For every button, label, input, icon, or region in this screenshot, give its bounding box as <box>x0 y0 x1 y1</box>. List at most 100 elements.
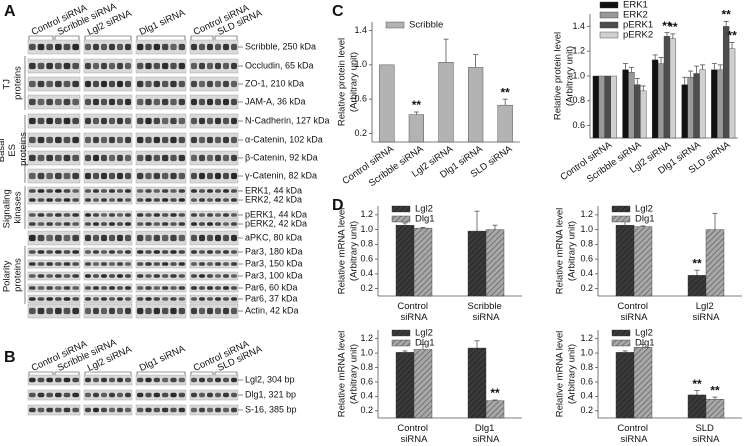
blot-band <box>125 189 131 193</box>
blot-band <box>153 198 160 202</box>
blot-background <box>27 389 81 401</box>
blot-band <box>29 274 36 278</box>
blot-band <box>101 262 107 266</box>
blot-background <box>83 247 133 257</box>
blot-band <box>215 250 221 254</box>
blot-band <box>207 43 213 51</box>
blot-band <box>145 80 152 88</box>
blot-band <box>72 250 79 254</box>
blot-band <box>101 286 107 290</box>
blot-band <box>191 136 197 144</box>
blot-band <box>162 286 169 290</box>
blot-band <box>29 62 36 70</box>
blot-band <box>199 297 205 301</box>
blot-background <box>135 94 187 110</box>
blot-band <box>29 407 36 413</box>
blot-background <box>189 113 239 129</box>
blot-band <box>162 117 169 125</box>
blot-band <box>207 198 213 202</box>
blot-band <box>72 307 79 315</box>
y-axis-label: (Arbitrary unit) <box>567 221 578 281</box>
bar-hatch <box>634 226 652 296</box>
blot-band <box>137 80 144 88</box>
blot-band <box>125 117 131 125</box>
blot-band <box>93 307 99 315</box>
bar-hatch <box>468 231 486 296</box>
blot-band <box>93 136 99 144</box>
blot-band <box>191 117 197 125</box>
significance-mark: ** <box>727 29 737 43</box>
blot-band <box>72 234 79 242</box>
blot-band <box>162 274 169 278</box>
legend-label: Dlg1 <box>415 338 435 349</box>
bar-hatch <box>616 352 634 418</box>
band-label: ERK1, 44 kDa <box>245 185 302 195</box>
blot-band <box>191 98 197 106</box>
blot-band <box>191 286 197 290</box>
blot-background <box>135 58 187 74</box>
y-tick-label: 1.2 <box>580 333 593 343</box>
y-tick-label: 0.8 <box>360 239 373 249</box>
blot-band <box>191 80 197 88</box>
band-label: ERK2, 42 kDa <box>245 194 302 204</box>
blot-band <box>93 213 99 217</box>
blot-band <box>46 172 53 180</box>
blot-band <box>29 307 36 315</box>
blot-band <box>207 172 213 180</box>
blot-background <box>27 195 81 205</box>
band-label: Par6, 60 kDa <box>245 282 298 292</box>
blot-band <box>37 62 45 70</box>
blot-band <box>93 154 99 162</box>
blot-band <box>85 98 91 106</box>
blot-band <box>170 262 177 266</box>
blot-band <box>93 62 99 70</box>
blot-band <box>85 377 91 383</box>
blot-background <box>27 303 81 319</box>
blot-band <box>55 262 62 266</box>
blot-band <box>63 286 71 290</box>
blot-band <box>72 274 79 278</box>
band-label: N-Cadherin, 127 kDa <box>245 115 330 125</box>
blot-band <box>37 234 45 242</box>
blot-band <box>55 98 62 106</box>
blot-band <box>191 172 197 180</box>
blot-band <box>93 286 99 290</box>
blot-band <box>55 154 62 162</box>
blot-band <box>72 262 79 266</box>
y-tick-label: 0.6 <box>580 376 593 386</box>
blot-band <box>191 274 197 278</box>
legend-swatch <box>599 1 619 9</box>
blot-band <box>125 172 131 180</box>
bar-hatch <box>634 347 652 418</box>
bar-hatch <box>706 229 724 296</box>
blot-band <box>55 172 62 180</box>
blot-band <box>145 286 152 290</box>
blot-background <box>83 389 133 401</box>
blot-band <box>72 213 79 217</box>
blot-band <box>72 43 79 51</box>
blot-background <box>27 259 81 269</box>
significance-mark: ** <box>412 98 422 112</box>
blot-background <box>189 210 239 220</box>
blot-band <box>207 154 213 162</box>
blot-band <box>153 392 160 398</box>
x-tick-label: Lgl2 siRNA <box>693 301 721 323</box>
blot-band <box>55 189 62 193</box>
blot-band <box>191 297 197 301</box>
y-tick-label: 0.4 <box>580 391 593 401</box>
blot-band <box>231 274 237 278</box>
lane-bracket <box>136 35 186 40</box>
blot-band <box>72 98 79 106</box>
blot-band <box>231 392 237 398</box>
blot-band <box>117 234 123 242</box>
blot-background <box>189 76 239 92</box>
blot-band <box>170 98 177 106</box>
blot-band <box>137 286 144 290</box>
blot-band <box>199 222 205 226</box>
band-label: ZO-1, 210 kDa <box>245 78 304 88</box>
blot-background <box>135 76 187 92</box>
blot-band <box>101 234 107 242</box>
lane-bracket <box>84 371 132 376</box>
legend-hatch <box>392 340 410 346</box>
bar-hatch <box>396 352 414 418</box>
